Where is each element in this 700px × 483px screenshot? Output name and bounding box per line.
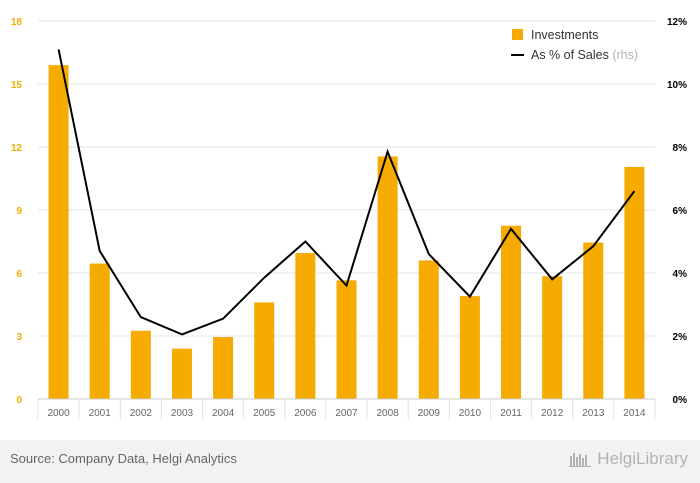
right-axis-tick-label: 0% — [673, 395, 688, 406]
bar-investments — [624, 166, 645, 399]
bar-investments — [501, 225, 522, 399]
bar-investments — [295, 253, 316, 399]
x-axis-tick-label: 2013 — [582, 408, 605, 419]
bar-investments — [336, 280, 357, 399]
right-axis-tick-label: 12% — [667, 17, 687, 28]
left-axis-tick-label: 9 — [16, 206, 22, 217]
left-axis-tick-label: 15 — [11, 80, 23, 91]
x-axis-tick-label: 2004 — [212, 408, 235, 419]
x-axis-tick-label: 2006 — [294, 408, 317, 419]
library-books-icon — [569, 453, 592, 467]
bar-investments — [130, 330, 151, 399]
bar-investments — [459, 296, 480, 399]
legend-label-sales-pct: As % of Sales (rhs) — [531, 48, 638, 62]
helgi-library-logo[interactable]: HelgiLibrary — [569, 449, 688, 469]
left-axis-tick-label: 6 — [16, 269, 22, 280]
logo-text: HelgiLibrary — [597, 449, 688, 468]
x-axis-tick-label: 2011 — [500, 408, 522, 419]
bar-investments — [377, 156, 398, 399]
bar-investments — [213, 337, 234, 399]
bar-series — [48, 65, 645, 399]
bar-investments — [48, 65, 69, 399]
left-axis-tick-label: 3 — [16, 332, 22, 343]
legend-label-rhs: (rhs) — [612, 48, 638, 62]
bar-investments — [583, 242, 604, 399]
x-axis-tick-label: 2010 — [459, 408, 482, 419]
right-axis-tick-label: 10% — [667, 80, 687, 91]
legend-label-investments: Investments — [531, 28, 598, 42]
right-axis-tick-label: 4% — [673, 269, 688, 280]
bar-investments — [254, 302, 275, 399]
x-axis-tick-label: 2007 — [335, 408, 358, 419]
bar-investments — [418, 260, 439, 399]
bar-investments — [171, 348, 192, 399]
x-axis-tick-label: 2014 — [623, 408, 646, 419]
x-axis-tick-label: 2009 — [418, 408, 441, 419]
source-note: Source: Company Data, Helgi Analytics — [10, 451, 237, 466]
right-axis-tick-label: 2% — [673, 332, 688, 343]
bar-investments — [542, 276, 563, 399]
right-axis-tick-label: 6% — [673, 206, 688, 217]
x-axis-tick-label: 2005 — [253, 408, 276, 419]
left-axis-tick-label: 18 — [11, 17, 23, 28]
right-axis-tick-label: 8% — [673, 143, 688, 154]
x-axis-tick-label: 2002 — [130, 408, 153, 419]
axes: 0 0% 3 2% 6 4% 9 6% 12 8% 15 10% 18 12% 2000 2001 2002 20… — [11, 17, 687, 419]
legend-label-sales-pct-name: As % of Sales — [531, 48, 609, 62]
x-axis-tick-label: 2008 — [377, 408, 400, 419]
left-axis-tick-label: 12 — [11, 143, 23, 154]
chart-canvas: 0 0% 3 2% 6 4% 9 6% 12 8% 15 10% 18 12% 2000 2001 2002 20… — [11, 17, 687, 419]
x-axis-tick-label: 2003 — [171, 408, 194, 419]
line-sales-pct — [57, 49, 636, 336]
x-axis-tick-label: 2000 — [47, 408, 70, 419]
bar-investments — [89, 263, 110, 399]
legend-swatch-investments — [512, 29, 523, 40]
legend: Investments As % of Sales (rhs) — [511, 28, 638, 62]
left-axis-tick-label: 0 — [16, 395, 22, 406]
line-series — [57, 49, 636, 336]
x-axis-tick-label: 2001 — [89, 408, 112, 419]
x-axis-tick-label: 2012 — [541, 408, 564, 419]
